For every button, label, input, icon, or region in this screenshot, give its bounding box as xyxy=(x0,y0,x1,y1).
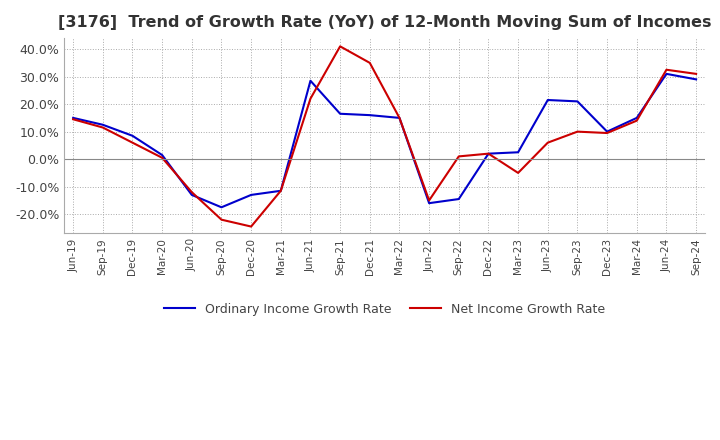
Net Income Growth Rate xyxy=(306,96,315,101)
Ordinary Income Growth Rate xyxy=(217,205,226,210)
Ordinary Income Growth Rate xyxy=(603,129,611,134)
Net Income Growth Rate xyxy=(632,118,641,123)
Ordinary Income Growth Rate xyxy=(632,115,641,121)
Ordinary Income Growth Rate xyxy=(425,201,433,206)
Net Income Growth Rate xyxy=(425,198,433,203)
Net Income Growth Rate xyxy=(128,140,137,145)
Ordinary Income Growth Rate xyxy=(276,188,285,194)
Ordinary Income Growth Rate xyxy=(454,196,463,202)
Net Income Growth Rate xyxy=(247,224,256,229)
Net Income Growth Rate xyxy=(158,155,166,161)
Line: Net Income Growth Rate: Net Income Growth Rate xyxy=(73,46,696,227)
Net Income Growth Rate xyxy=(69,117,78,122)
Net Income Growth Rate xyxy=(454,154,463,159)
Net Income Growth Rate xyxy=(187,190,196,195)
Net Income Growth Rate xyxy=(336,44,344,49)
Net Income Growth Rate xyxy=(662,67,671,73)
Title: [3176]  Trend of Growth Rate (YoY) of 12-Month Moving Sum of Incomes: [3176] Trend of Growth Rate (YoY) of 12-… xyxy=(58,15,711,30)
Ordinary Income Growth Rate xyxy=(484,151,492,156)
Net Income Growth Rate xyxy=(603,130,611,136)
Ordinary Income Growth Rate xyxy=(69,115,78,121)
Net Income Growth Rate xyxy=(276,188,285,194)
Ordinary Income Growth Rate xyxy=(366,113,374,118)
Net Income Growth Rate xyxy=(484,151,492,156)
Net Income Growth Rate xyxy=(544,140,552,145)
Ordinary Income Growth Rate xyxy=(306,78,315,84)
Legend: Ordinary Income Growth Rate, Net Income Growth Rate: Ordinary Income Growth Rate, Net Income … xyxy=(158,298,611,321)
Ordinary Income Growth Rate xyxy=(336,111,344,117)
Net Income Growth Rate xyxy=(692,71,701,77)
Ordinary Income Growth Rate xyxy=(247,192,256,198)
Ordinary Income Growth Rate xyxy=(128,133,137,139)
Net Income Growth Rate xyxy=(395,115,404,121)
Ordinary Income Growth Rate xyxy=(99,122,107,128)
Net Income Growth Rate xyxy=(514,170,523,176)
Ordinary Income Growth Rate xyxy=(573,99,582,104)
Ordinary Income Growth Rate xyxy=(662,71,671,77)
Ordinary Income Growth Rate xyxy=(395,115,404,121)
Ordinary Income Growth Rate xyxy=(158,152,166,158)
Net Income Growth Rate xyxy=(217,217,226,222)
Ordinary Income Growth Rate xyxy=(692,77,701,82)
Ordinary Income Growth Rate xyxy=(514,150,523,155)
Net Income Growth Rate xyxy=(573,129,582,134)
Ordinary Income Growth Rate xyxy=(544,97,552,103)
Net Income Growth Rate xyxy=(366,60,374,66)
Net Income Growth Rate xyxy=(99,125,107,130)
Ordinary Income Growth Rate xyxy=(187,192,196,198)
Line: Ordinary Income Growth Rate: Ordinary Income Growth Rate xyxy=(73,74,696,207)
